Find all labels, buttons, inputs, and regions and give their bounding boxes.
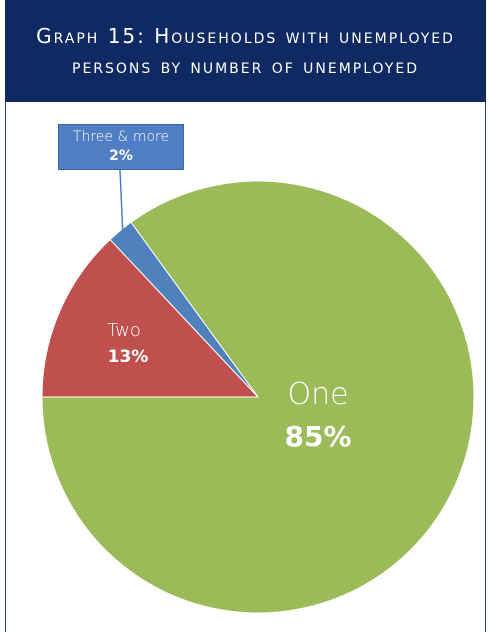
pie-slice-two xyxy=(41,238,260,398)
pie-slice-one xyxy=(41,180,475,614)
slice-value-two: 13% xyxy=(108,347,149,367)
slice-label-one: One xyxy=(287,377,348,412)
slice-value-three-and-more: 2% xyxy=(109,148,133,164)
slice-label-two: Two xyxy=(107,320,141,341)
slice-value-one: 85% xyxy=(284,420,351,453)
slice-label-three-and-more: Three & more xyxy=(72,129,170,145)
callout-three-and-more: Three & more 2% xyxy=(58,124,184,170)
callout-leader-line xyxy=(119,169,124,234)
chart-title: Graph 15: Households with unemployed per… xyxy=(36,24,455,78)
pie-slices xyxy=(41,180,475,614)
pie-labels: One 85% Two 13% xyxy=(107,320,351,453)
title-bar: Graph 15: Households with unemployed per… xyxy=(5,0,486,102)
